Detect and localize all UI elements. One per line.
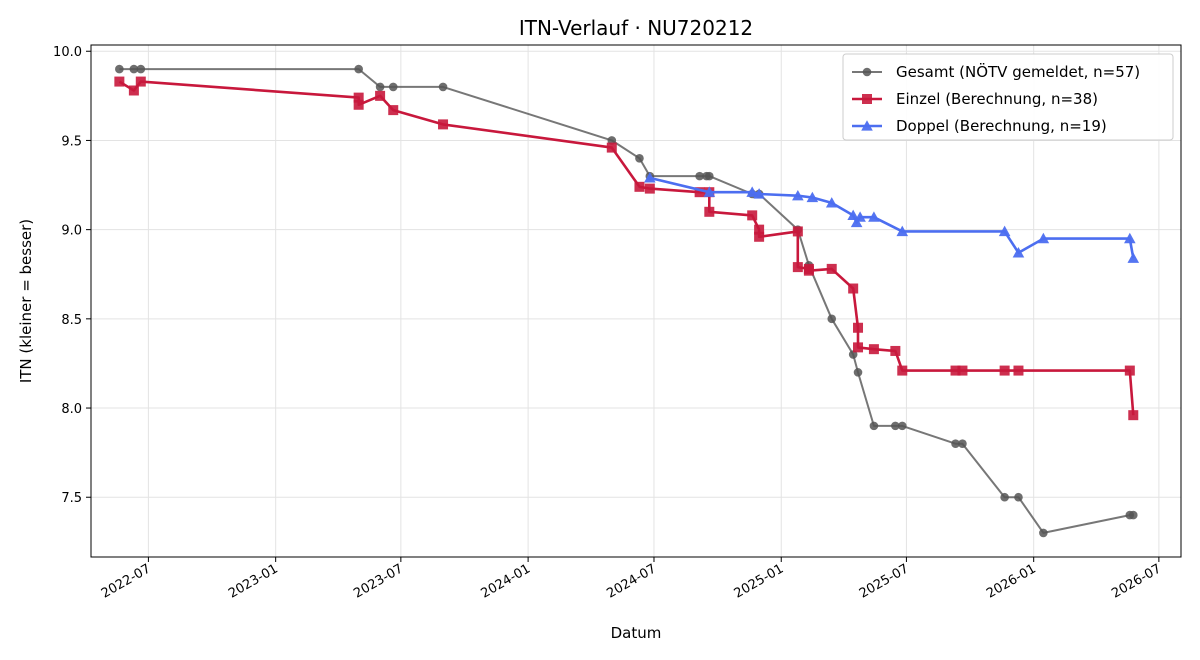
data-point xyxy=(891,421,900,431)
chart-title: ITN-Verlauf · NU720212 xyxy=(519,16,753,40)
x-axis-label: Datum xyxy=(611,624,662,642)
data-point xyxy=(128,85,139,96)
data-point xyxy=(1124,365,1135,376)
data-point xyxy=(853,342,864,353)
data-point xyxy=(958,439,967,449)
y-tick-label: 8.5 xyxy=(61,313,82,328)
data-point xyxy=(746,186,758,197)
data-point xyxy=(114,76,125,87)
data-point xyxy=(694,187,705,198)
data-point xyxy=(1000,492,1009,502)
data-point xyxy=(634,181,645,192)
data-point xyxy=(847,209,859,221)
legend: Gesamt (NÖTV gemeldet, n=57) Einzel (Bere… xyxy=(842,53,1174,141)
data-point xyxy=(825,197,838,208)
legend-label: Gesamt (NÖTV gemeldet, n=57) xyxy=(896,62,1140,81)
data-point xyxy=(704,206,715,217)
data-point xyxy=(957,365,968,376)
data-point xyxy=(827,314,837,324)
y-tick-label: 9.5 xyxy=(61,134,82,149)
data-point xyxy=(703,186,716,197)
data-point xyxy=(1124,232,1136,244)
data-point xyxy=(853,368,863,377)
series-3 xyxy=(644,172,1140,263)
data-point xyxy=(129,64,139,74)
data-point xyxy=(999,365,1010,376)
data-point xyxy=(635,153,644,163)
legend-box xyxy=(842,53,1174,141)
data-point xyxy=(868,211,880,222)
data-point xyxy=(135,76,146,87)
data-point xyxy=(951,439,960,449)
data-point xyxy=(136,64,146,74)
data-point xyxy=(1128,510,1138,520)
data-point xyxy=(848,283,859,294)
plot-frame xyxy=(90,44,1182,558)
data-point xyxy=(826,263,837,274)
data-point xyxy=(354,64,363,74)
data-point xyxy=(747,210,758,221)
data-point xyxy=(897,421,907,431)
y-tick-label: 10.0 xyxy=(53,45,82,60)
legend-marker xyxy=(861,120,873,131)
data-point xyxy=(896,225,909,237)
data-point xyxy=(806,191,819,203)
data-point xyxy=(438,82,448,92)
data-point xyxy=(850,216,863,228)
data-point xyxy=(792,189,804,201)
series-layer xyxy=(114,64,1140,538)
y-tick-label: 9.0 xyxy=(61,224,82,239)
data-point xyxy=(792,226,803,237)
data-point xyxy=(644,172,656,183)
data-point xyxy=(868,344,879,355)
series-2 xyxy=(114,76,1139,421)
legend-marker xyxy=(862,94,872,104)
data-point xyxy=(438,119,449,130)
data-point xyxy=(115,64,124,74)
data-point xyxy=(792,262,803,273)
data-point xyxy=(998,225,1011,237)
y-tick-label: 7.5 xyxy=(61,491,82,506)
data-point xyxy=(803,265,814,276)
data-point xyxy=(1128,410,1139,421)
y-axis-label: ITN (kleiner = besser) xyxy=(17,219,35,383)
data-point xyxy=(897,365,908,376)
data-point xyxy=(1039,528,1048,538)
data-point xyxy=(854,211,866,222)
data-point xyxy=(705,171,714,181)
data-point xyxy=(753,188,765,199)
data-point xyxy=(375,90,386,101)
series-line xyxy=(118,80,1135,416)
legend-label: Doppel (Berechnung, n=19) xyxy=(896,117,1107,135)
data-point xyxy=(890,345,901,356)
legend-label: Einzel (Berechnung, n=38) xyxy=(896,90,1098,108)
data-point xyxy=(950,365,961,376)
y-tick-label: 8.0 xyxy=(61,402,82,417)
data-point xyxy=(1014,492,1023,502)
data-point xyxy=(754,224,765,235)
y-axis: 7.5 8.0 8.5 9.0 9.5 10.0 xyxy=(53,45,91,506)
data-point xyxy=(1012,247,1025,258)
data-point xyxy=(353,99,364,110)
data-point xyxy=(388,105,399,116)
data-point xyxy=(853,322,864,333)
data-point xyxy=(388,82,398,92)
data-point xyxy=(1013,365,1024,376)
data-point xyxy=(375,82,385,92)
legend-marker xyxy=(862,67,872,77)
data-point xyxy=(606,142,617,153)
data-point xyxy=(754,231,765,242)
data-point xyxy=(1127,252,1140,263)
data-point xyxy=(695,171,704,181)
data-point xyxy=(353,92,364,103)
data-point xyxy=(1037,232,1050,244)
data-point xyxy=(644,183,655,194)
data-point xyxy=(869,421,879,431)
